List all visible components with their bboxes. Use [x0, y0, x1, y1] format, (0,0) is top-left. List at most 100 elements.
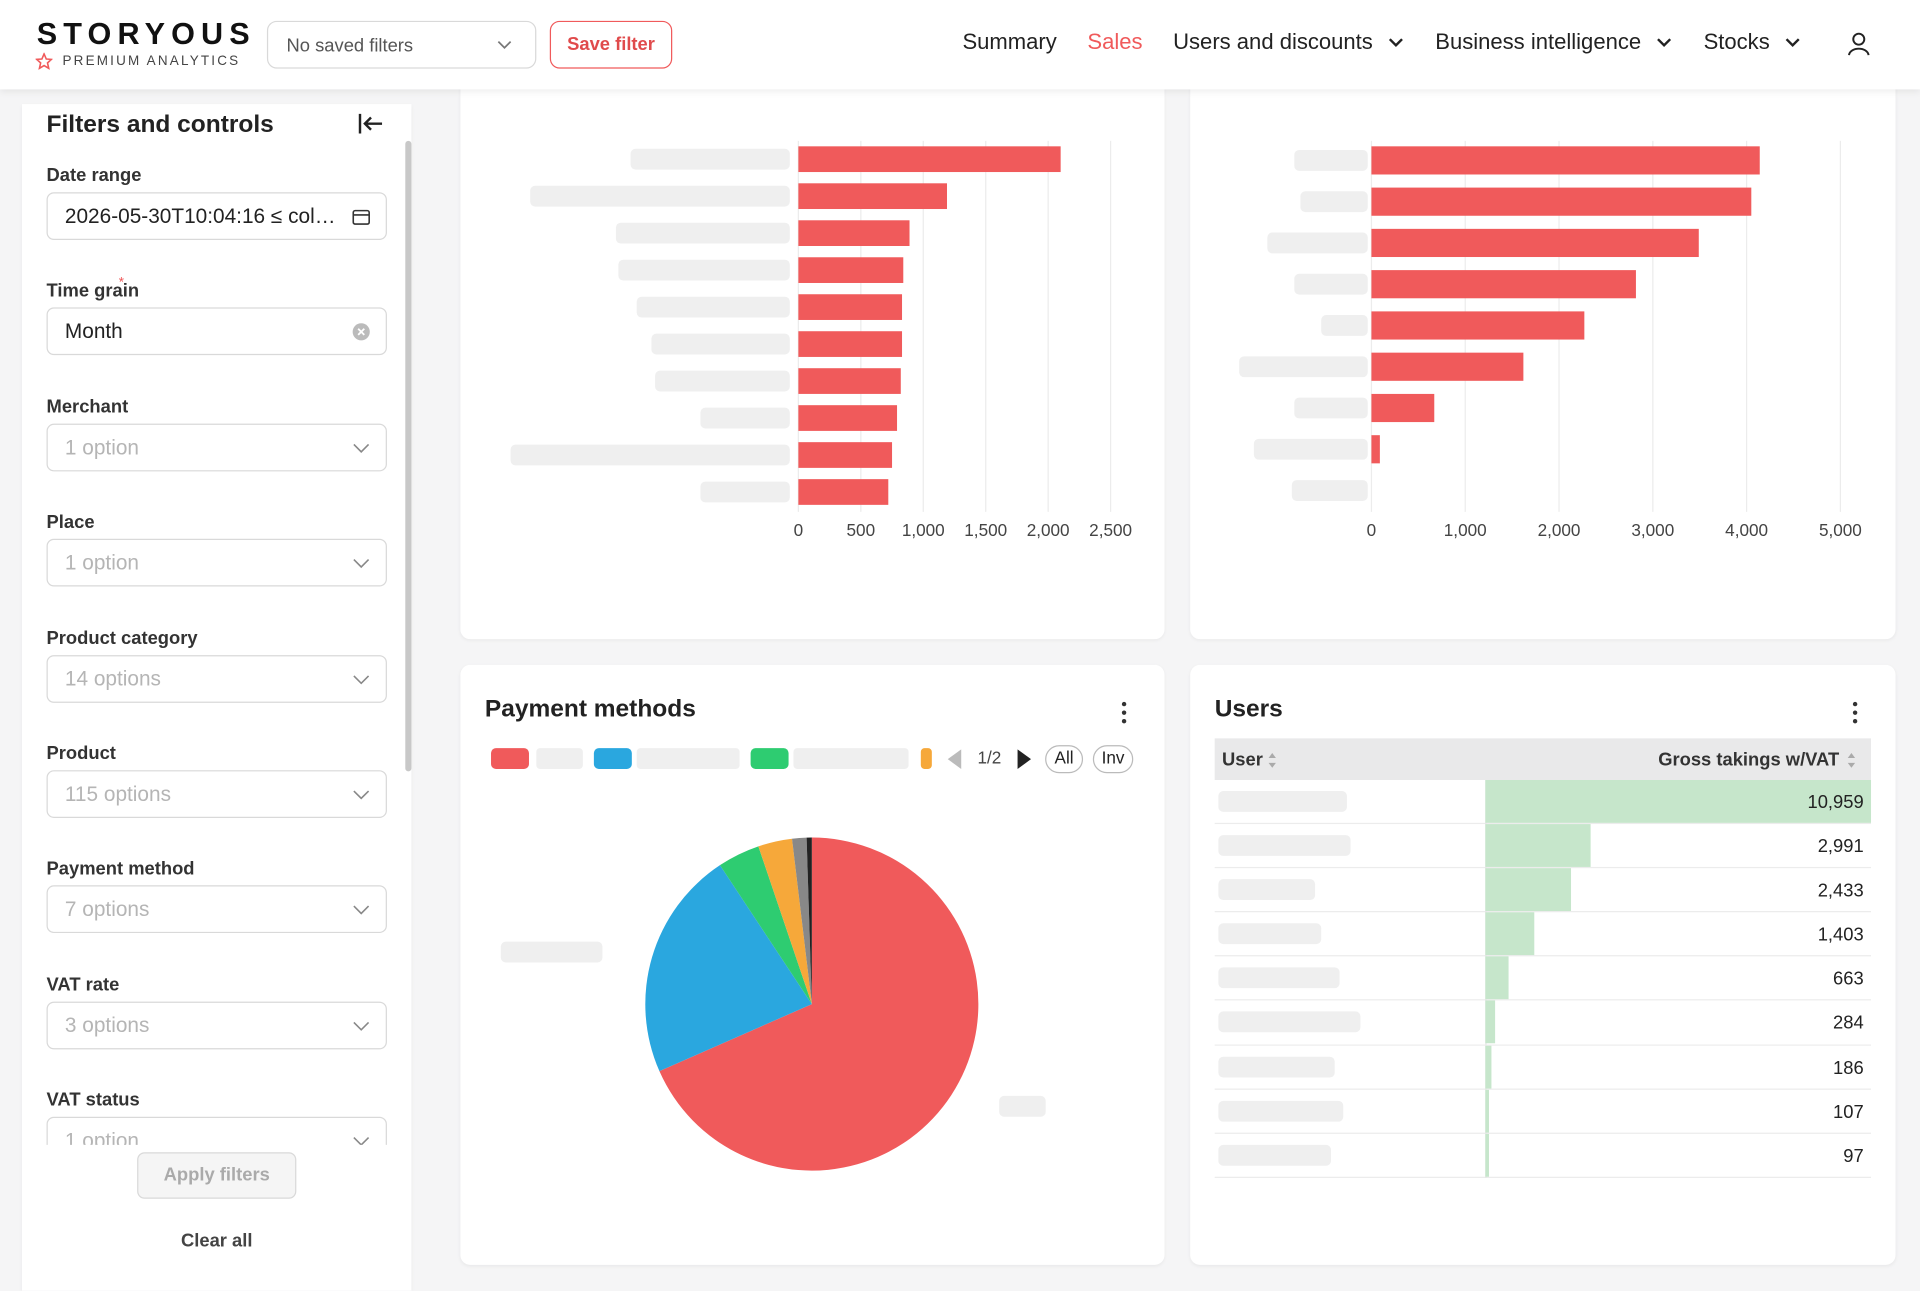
- chevron-icon[interactable]: [351, 1016, 371, 1036]
- saved-filters-text: No saved filters: [286, 35, 414, 57]
- nav-item[interactable]: Business intelligence: [1435, 29, 1673, 55]
- label-placeholder: [510, 444, 790, 466]
- bar: [1371, 393, 1435, 423]
- table-title: Users: [1214, 695, 1283, 723]
- table-row: 284: [1214, 1000, 1872, 1046]
- menu-dot: [1852, 719, 1858, 724]
- label-placeholder: [630, 148, 790, 170]
- column-header[interactable]: User: [1222, 749, 1263, 771]
- scrollbar[interactable]: [405, 140, 412, 772]
- chevron: [1389, 37, 1404, 47]
- filter-input[interactable]: 1 option: [46, 539, 387, 587]
- bar: [1371, 435, 1380, 464]
- label-placeholder: [1291, 480, 1368, 501]
- apply-filters-button[interactable]: Apply filters: [137, 1152, 297, 1199]
- chevron-icon[interactable]: [351, 900, 371, 920]
- x-tick-label: 500: [847, 520, 876, 540]
- legend-next: [1017, 749, 1032, 769]
- chevron-icon[interactable]: [351, 438, 371, 458]
- bar: [798, 479, 889, 505]
- legend-swatch: [593, 748, 632, 769]
- chevron-icon[interactable]: [351, 669, 371, 689]
- value-bar: [1485, 912, 1535, 956]
- filter-value: 1 option: [64, 435, 139, 459]
- bar: [798, 183, 947, 210]
- legend-button-label: All: [1055, 748, 1074, 768]
- clear-icon[interactable]: [351, 323, 371, 343]
- chevron-icon[interactable]: [351, 554, 371, 574]
- label-placeholder: [1321, 315, 1368, 336]
- sidebar: Filters and controls Date range 2026-05-3…: [22, 104, 412, 1291]
- value-label: 107: [1833, 1101, 1864, 1123]
- column-header[interactable]: Gross takings w/VAT: [1658, 749, 1840, 771]
- saved-filters-select[interactable]: No saved filters: [266, 20, 537, 69]
- sort-icon[interactable]: [1847, 752, 1857, 769]
- label-placeholder: [1294, 397, 1368, 419]
- user-icon[interactable]: [1847, 32, 1871, 56]
- filter-input[interactable]: 1 option: [46, 423, 387, 472]
- table-row: 107: [1214, 1089, 1872, 1134]
- table-header: User Gross takings w/VAT: [1214, 738, 1872, 780]
- value-label: 284: [1833, 1013, 1864, 1035]
- value-bar: [1485, 1045, 1492, 1089]
- legend-swatch: [491, 748, 529, 769]
- table-row: 2,991: [1214, 824, 1872, 869]
- filter-input[interactable]: 115 options: [46, 770, 387, 818]
- nav-item[interactable]: Stocks: [1704, 29, 1802, 55]
- chevron-icon[interactable]: [351, 1132, 371, 1145]
- filter-input[interactable]: 1 option: [46, 1116, 387, 1145]
- bar: [798, 368, 901, 394]
- chevron-line: [1389, 37, 1404, 47]
- filter-input[interactable]: 14 options: [46, 654, 387, 703]
- filter-value: 7 options: [64, 898, 150, 922]
- x-tick-label: 0: [794, 520, 804, 540]
- nav-item[interactable]: Users and discounts: [1173, 29, 1405, 55]
- label-placeholder: [651, 333, 790, 355]
- filter-input[interactable]: 3 options: [46, 1001, 387, 1050]
- chevron-line: [353, 906, 370, 916]
- filters-list: Date range 2026-05-30T10:04:16 ≤ col… Time…: [22, 104, 404, 1145]
- chevron-line: [353, 1021, 370, 1031]
- value-bar: [1485, 780, 1872, 823]
- save-filter-button[interactable]: Save filter: [549, 20, 673, 69]
- label-placeholder: [1267, 232, 1368, 254]
- menu-dot: [1121, 701, 1127, 707]
- logo[interactable]: STORYOUS: [36, 17, 256, 52]
- table-body: 10,959 2,991 2,433 1,403 663 284 186 107 97: [1214, 780, 1872, 1178]
- label-placeholder: [615, 222, 790, 244]
- logo-star: [35, 52, 53, 70]
- label-placeholder: [530, 185, 790, 207]
- x-tick-label: 2,000: [1027, 520, 1070, 540]
- chevron-icon[interactable]: [351, 785, 371, 805]
- filter-label: VAT status: [46, 1090, 140, 1111]
- label-placeholder: [655, 370, 790, 392]
- calendar-icon[interactable]: [351, 207, 371, 227]
- users-table: User Gross takings w/VAT 10,959 2,991 2,43…: [1214, 738, 1872, 1178]
- nav-item[interactable]: Summary: [962, 29, 1056, 55]
- nav-label: Sales: [1087, 29, 1143, 54]
- filter-input[interactable]: 2026-05-30T10:04:16 ≤ col…: [46, 192, 387, 240]
- nav-item[interactable]: Sales: [1087, 29, 1142, 55]
- user-placeholder: [1218, 967, 1340, 989]
- legend-prev: [947, 749, 962, 769]
- bar: [798, 257, 904, 283]
- user-placeholder: [1218, 923, 1322, 945]
- pie-slice: [792, 837, 812, 1005]
- calendar-body: [352, 209, 370, 225]
- filter-input[interactable]: 7 options: [46, 885, 387, 934]
- value-bar: [1485, 868, 1571, 912]
- x-tick-label: 0: [1367, 520, 1377, 540]
- value-label: 1,403: [1817, 924, 1864, 946]
- filter-input[interactable]: Month: [46, 307, 387, 356]
- sort-icon[interactable]: [1267, 752, 1277, 769]
- legend-button-label: Inv: [1102, 748, 1125, 768]
- chevron-line: [353, 790, 370, 800]
- clear-x: [357, 328, 365, 337]
- collapse-icon[interactable]: [358, 111, 385, 135]
- chevron: [1657, 37, 1672, 47]
- menu-dot: [1852, 710, 1858, 715]
- clear-all-button[interactable]: Clear all: [180, 1230, 253, 1252]
- x-tick-label: 2,000: [1538, 520, 1581, 540]
- bar: [798, 405, 898, 431]
